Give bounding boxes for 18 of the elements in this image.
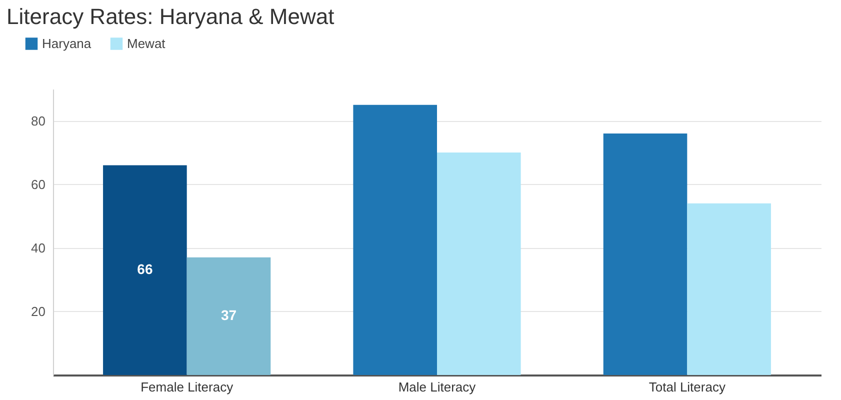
y-tick-label: 60 <box>31 176 46 192</box>
chart-title: Literacy Rates: Haryana & Mewat <box>6 4 334 29</box>
legend-label: Mewat <box>127 36 166 51</box>
y-tick-label: 40 <box>31 240 46 256</box>
data-label: 66 <box>137 261 153 278</box>
legend-label: Haryana <box>42 36 92 51</box>
x-tick-label: Male Literacy <box>398 380 476 394</box>
bar <box>687 203 771 375</box>
bar <box>353 104 437 375</box>
y-tick-label: 20 <box>31 304 46 319</box>
y-tick-label: 80 <box>31 113 46 128</box>
bar <box>186 257 271 375</box>
x-tick-label: Total Literacy <box>648 380 726 394</box>
bar <box>603 133 688 375</box>
bar <box>437 152 521 375</box>
data-label: 37 <box>220 307 237 324</box>
x-tick-label: Female Literacy <box>140 380 234 394</box>
bar <box>103 165 187 375</box>
